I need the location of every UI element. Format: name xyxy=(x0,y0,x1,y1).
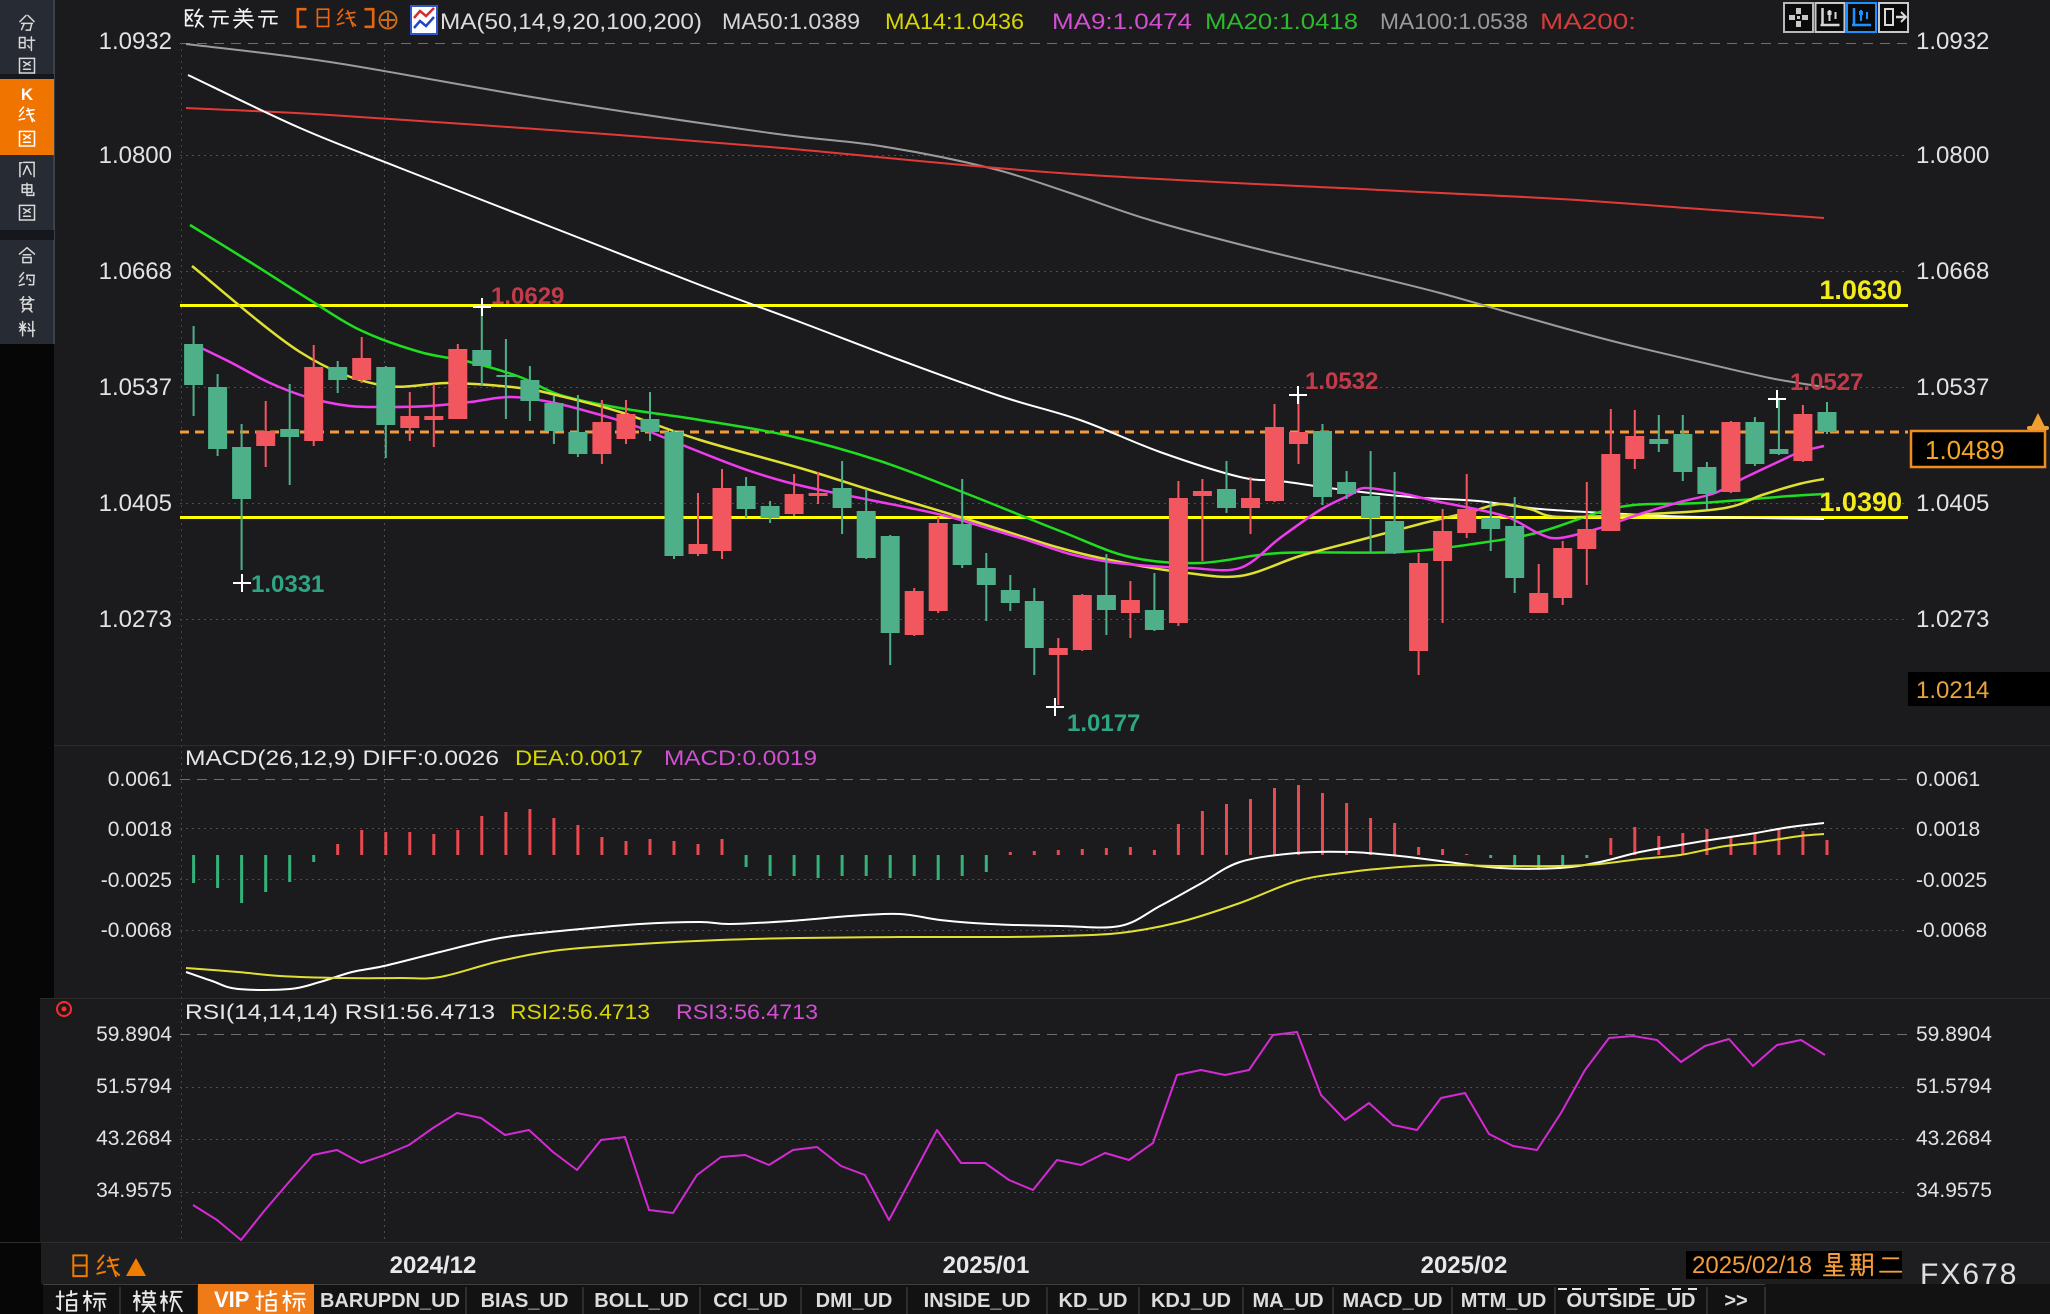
svg-text:1.0630: 1.0630 xyxy=(1819,275,1902,305)
svg-text:1.0214: 1.0214 xyxy=(1916,677,1989,704)
svg-text:51.5794: 51.5794 xyxy=(96,1075,172,1098)
svg-text:2025/02: 2025/02 xyxy=(1421,1252,1508,1279)
svg-text:-0.0025: -0.0025 xyxy=(101,869,172,892)
svg-text:1.0537: 1.0537 xyxy=(1916,374,1989,401)
svg-text:RSI2:56.4713: RSI2:56.4713 xyxy=(510,1001,650,1024)
svg-text:1.0668: 1.0668 xyxy=(99,258,172,285)
svg-text:MACD:0.0019: MACD:0.0019 xyxy=(664,747,817,770)
svg-text:43.2684: 43.2684 xyxy=(1916,1127,1992,1150)
svg-text:MA50:1.0389: MA50:1.0389 xyxy=(722,9,860,34)
svg-text:RSI(14,14,14) RSI1:56.4713: RSI(14,14,14) RSI1:56.4713 xyxy=(185,1001,495,1024)
svg-text:1.0668: 1.0668 xyxy=(1916,258,1989,285)
svg-text:MA14:1.0436: MA14:1.0436 xyxy=(885,9,1024,34)
svg-text:1.0629: 1.0629 xyxy=(491,283,564,310)
svg-text:MA100:1.0538: MA100:1.0538 xyxy=(1380,9,1528,34)
svg-text:1.0405: 1.0405 xyxy=(99,490,172,517)
svg-text:-0.0068: -0.0068 xyxy=(1916,919,1987,942)
svg-text:1.0527: 1.0527 xyxy=(1790,369,1863,396)
svg-text:MA200:: MA200: xyxy=(1540,9,1636,34)
svg-text:43.2684: 43.2684 xyxy=(96,1127,172,1150)
svg-text:51.5794: 51.5794 xyxy=(1916,1075,1992,1098)
svg-text:0.0061: 0.0061 xyxy=(1916,768,1980,791)
svg-text:K: K xyxy=(21,85,34,104)
svg-text:1.0405: 1.0405 xyxy=(1916,490,1989,517)
svg-text:34.9575: 34.9575 xyxy=(1916,1179,1992,1202)
svg-text:KDJ_UD: KDJ_UD xyxy=(1151,1290,1231,1312)
svg-text:BARUPDN_UD: BARUPDN_UD xyxy=(320,1290,460,1312)
svg-text:0.0061: 0.0061 xyxy=(108,768,172,791)
svg-text:2025/01: 2025/01 xyxy=(943,1252,1030,1279)
svg-text:BOLL_UD: BOLL_UD xyxy=(594,1290,688,1312)
svg-text:OUTSIDE_UD: OUTSIDE_UD xyxy=(1567,1290,1696,1312)
svg-text:1.0489: 1.0489 xyxy=(1925,435,2005,465)
svg-text:MA(50,14,9,20,100,200): MA(50,14,9,20,100,200) xyxy=(440,9,702,34)
svg-text:1.0273: 1.0273 xyxy=(1916,606,1989,633)
svg-text:1.0932: 1.0932 xyxy=(1916,28,1989,55)
svg-text:0.0018: 0.0018 xyxy=(108,818,172,841)
svg-text:0.0018: 0.0018 xyxy=(1916,818,1980,841)
svg-text:VIP: VIP xyxy=(214,1287,249,1312)
svg-text:-0.0068: -0.0068 xyxy=(101,919,172,942)
svg-text:MACD_UD: MACD_UD xyxy=(1343,1290,1443,1312)
svg-text:MACD(26,12,9) DIFF:0.0026: MACD(26,12,9) DIFF:0.0026 xyxy=(185,747,499,770)
svg-text:2025/02/18: 2025/02/18 xyxy=(1692,1252,1812,1279)
svg-text:34.9575: 34.9575 xyxy=(96,1179,172,1202)
svg-text:MA9:1.0474: MA9:1.0474 xyxy=(1052,9,1192,34)
svg-text:1.0273: 1.0273 xyxy=(99,606,172,633)
svg-text:1.0800: 1.0800 xyxy=(99,142,172,169)
svg-text:MA20:1.0418: MA20:1.0418 xyxy=(1205,9,1358,34)
svg-text:-0.0025: -0.0025 xyxy=(1916,869,1987,892)
svg-text:KD_UD: KD_UD xyxy=(1059,1290,1128,1312)
svg-text:1.0331: 1.0331 xyxy=(251,571,324,598)
svg-text:RSI3:56.4713: RSI3:56.4713 xyxy=(676,1001,818,1024)
svg-text:DMI_UD: DMI_UD xyxy=(816,1290,893,1312)
svg-text:59.8904: 59.8904 xyxy=(1916,1023,1992,1046)
svg-text:59.8904: 59.8904 xyxy=(96,1023,172,1046)
svg-text:1.0177: 1.0177 xyxy=(1067,710,1140,737)
svg-text:1.0932: 1.0932 xyxy=(99,28,172,55)
svg-text:DEA:0.0017: DEA:0.0017 xyxy=(515,747,643,770)
svg-text:1.0390: 1.0390 xyxy=(1819,487,1902,517)
svg-text:1.0532: 1.0532 xyxy=(1305,368,1378,395)
svg-text:1.0800: 1.0800 xyxy=(1916,142,1989,169)
svg-text:INSIDE_UD: INSIDE_UD xyxy=(924,1290,1031,1312)
svg-text:MA_UD: MA_UD xyxy=(1252,1290,1323,1312)
svg-text:2024/12: 2024/12 xyxy=(390,1252,477,1279)
svg-text:MTM_UD: MTM_UD xyxy=(1461,1290,1547,1312)
svg-text:BIAS_UD: BIAS_UD xyxy=(481,1290,569,1312)
svg-text:CCI_UD: CCI_UD xyxy=(713,1290,787,1312)
svg-text:1.0537: 1.0537 xyxy=(99,374,172,401)
svg-text:>>: >> xyxy=(1724,1290,1747,1312)
